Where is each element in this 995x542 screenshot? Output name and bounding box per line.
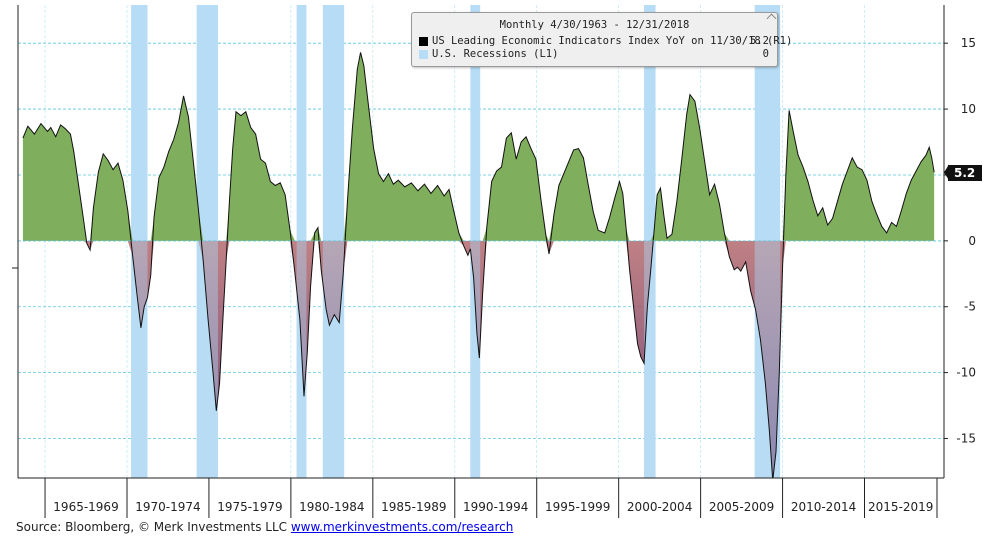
last-value-badge: 5.2 bbox=[948, 165, 982, 181]
x-period-label: 2015-2019 bbox=[868, 500, 933, 514]
legend-entry-recessions: U.S. Recessions (L1) 0 bbox=[419, 48, 769, 62]
y-tick-label: -15 bbox=[956, 431, 976, 445]
legend-label-lei: US Leading Economic Indicators Index YoY… bbox=[432, 35, 793, 47]
x-period-label: 1975-1979 bbox=[217, 500, 282, 514]
legend-value-lei: 5.2 bbox=[750, 35, 769, 47]
y-tick-label: 15 bbox=[961, 36, 976, 50]
x-period-label: 1970-1974 bbox=[135, 500, 200, 514]
recession-overlay bbox=[644, 240, 656, 478]
recession-overlay bbox=[754, 240, 781, 478]
source-text: Source: Bloomberg, © Merk Investments LL… bbox=[16, 520, 291, 534]
x-period-label: 2010-2014 bbox=[791, 500, 856, 514]
x-period-label: 2000-2004 bbox=[627, 500, 692, 514]
lei-line bbox=[22, 52, 935, 478]
negative-area bbox=[22, 240, 935, 478]
axes: 151050-5-10-151965-19691970-19741975-197… bbox=[12, 5, 976, 518]
recession-overlay bbox=[196, 240, 218, 478]
last-value-pointer bbox=[944, 164, 949, 181]
y-tick-label: 10 bbox=[961, 102, 976, 116]
lei-area bbox=[18, 52, 944, 478]
source-note: Source: Bloomberg, © Merk Investments LL… bbox=[16, 520, 513, 534]
x-period-label: 1995-1999 bbox=[545, 500, 610, 514]
y-tick-label: -5 bbox=[964, 300, 976, 314]
x-period-label: 1985-1989 bbox=[381, 500, 446, 514]
x-period-label: 1990-1994 bbox=[463, 500, 528, 514]
legend-value-recessions: 0 bbox=[762, 48, 769, 60]
positive-area bbox=[22, 52, 935, 241]
x-period-label: 1980-1984 bbox=[299, 500, 364, 514]
legend-swatch-lei bbox=[419, 37, 428, 46]
legend-label-recessions: U.S. Recessions (L1) bbox=[432, 48, 559, 60]
legend-entry-lei: US Leading Economic Indicators Index YoY… bbox=[419, 35, 792, 49]
legend[interactable]: Monthly 4/30/1963 - 12/31/2018 US Leadin… bbox=[411, 12, 792, 67]
y-tick-label: -10 bbox=[956, 366, 976, 380]
y-tick-label: 0 bbox=[968, 234, 976, 248]
recession-overlay bbox=[131, 240, 148, 478]
x-period-label: 1965-1969 bbox=[53, 500, 118, 514]
recession-overlay bbox=[470, 240, 481, 478]
recession-overlay bbox=[322, 240, 345, 478]
x-period-label: 2005-2009 bbox=[709, 500, 774, 514]
legend-title: Monthly 4/30/1963 - 12/31/2018 bbox=[499, 19, 690, 31]
legend-swatch-recessions bbox=[419, 50, 428, 59]
source-link[interactable]: www.merkinvestments.com/research bbox=[290, 520, 514, 534]
